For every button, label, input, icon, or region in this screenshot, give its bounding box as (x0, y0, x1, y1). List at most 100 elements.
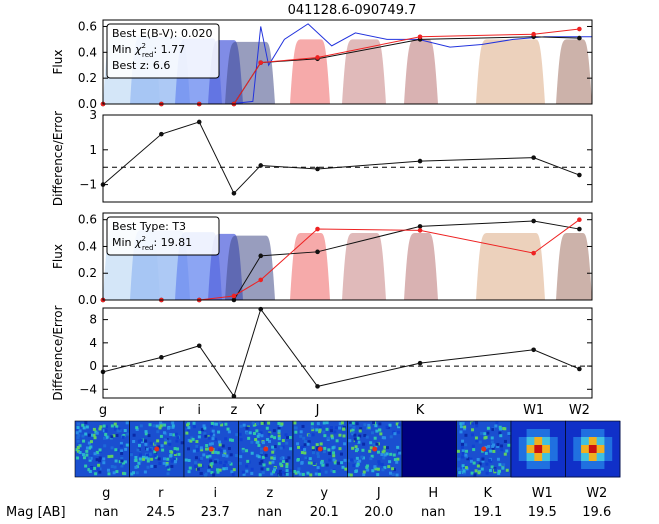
cutout-pixel (588, 429, 598, 438)
cutout-noise (373, 436, 377, 440)
cutout-noise (175, 439, 179, 443)
cutout-noise (195, 444, 199, 448)
cutout-noise (474, 436, 478, 440)
cutout-pixel (573, 469, 582, 478)
cutout-noise (122, 433, 126, 437)
cutout-y (292, 420, 348, 478)
cutout-noise (362, 442, 366, 446)
cutout-pixel (604, 437, 613, 446)
cutout-noise (104, 432, 108, 436)
cutout-noise (372, 421, 376, 425)
cutout-noise (218, 468, 222, 472)
cutout-pixel (573, 453, 582, 462)
filter-name: W2 (586, 486, 607, 501)
cutout-noise (194, 456, 198, 460)
cutout-noise (311, 451, 315, 455)
cutout-noise (148, 448, 152, 452)
cutout-noise (97, 463, 101, 467)
cutout-noise (239, 438, 243, 442)
cutout-noise (264, 453, 268, 457)
cutout-noise (214, 437, 218, 441)
cutout-noise (296, 470, 300, 474)
cutout-pixel (612, 429, 621, 438)
cutout-noise (309, 473, 313, 477)
cutout-noise (466, 457, 470, 461)
observed-point (258, 253, 264, 259)
cutout-noise (124, 447, 128, 451)
cutout-noise (192, 421, 196, 425)
cutout-pixel (526, 437, 535, 446)
cutout-pixel (581, 429, 590, 438)
residual-point (577, 366, 582, 372)
cutout-noise (460, 455, 464, 459)
cutout-noise (503, 452, 507, 456)
cutout-pixel (542, 445, 551, 454)
cutout-noise (487, 444, 491, 448)
cutout-noise (123, 472, 127, 476)
cutout-noise (463, 425, 467, 429)
cutout-noise (208, 454, 212, 458)
cutout-source (317, 446, 323, 452)
cutout-pixel (534, 429, 543, 438)
cutout-noise (378, 422, 382, 426)
cutout-pixel (612, 453, 621, 462)
cutout-noise (98, 467, 102, 471)
cutout-noise (376, 467, 380, 471)
band-label: r (159, 403, 165, 418)
cutout-noise (475, 421, 479, 425)
cutout-noise (386, 446, 390, 450)
cutout-noise (260, 467, 264, 471)
cutout-noise (277, 427, 281, 431)
cutout-noise (281, 470, 285, 474)
cutout-pixel (604, 445, 613, 454)
cutout-frame (565, 420, 621, 478)
cutout-noise (372, 442, 376, 446)
cutout-noise (222, 467, 226, 471)
cutout-g (74, 420, 130, 478)
cutout-noise (388, 471, 392, 475)
cutout-noise (470, 471, 474, 475)
cutout-noise (235, 433, 239, 437)
cutout-pixel (549, 453, 559, 462)
cutout-noise (277, 437, 281, 441)
cutout-noise (354, 445, 358, 449)
cutout-noise (316, 455, 320, 459)
cutout-noise (253, 422, 257, 426)
cutout-noise (287, 456, 291, 460)
cutout-pixel (573, 461, 582, 470)
cutout-noise (191, 437, 195, 441)
cutout-pixel (588, 461, 598, 470)
cutout-noise (224, 460, 228, 464)
cutout-noise (383, 453, 387, 457)
cutout-noise (356, 460, 360, 464)
cutout-noise (461, 421, 465, 425)
cutout-pixel (518, 445, 528, 454)
cutout-noise (123, 460, 127, 464)
model-point (258, 60, 264, 65)
cutout-noise (312, 461, 316, 465)
cutout-noise (250, 471, 254, 475)
cutout-noise (267, 432, 271, 436)
cutout-noise (271, 470, 275, 474)
cutout-noise (168, 439, 172, 443)
cutout-pixel (557, 469, 566, 478)
cutout-noise (156, 439, 160, 443)
cutout-noise (104, 425, 108, 429)
cutout-noise (106, 468, 110, 472)
cutout-noise (227, 460, 231, 464)
cutout-noise (85, 453, 89, 457)
cutout-noise (309, 461, 313, 465)
cutout-noise (254, 438, 258, 442)
cutout-noise (224, 422, 228, 426)
cutout-noise (192, 425, 196, 429)
cutout-noise (498, 463, 502, 467)
cutout-noise (367, 423, 371, 427)
cutout-noise (245, 449, 249, 453)
cutout-noise (344, 467, 348, 471)
cutout-noise (95, 458, 99, 462)
cutout-noise (203, 426, 207, 430)
cutout-noise (347, 473, 351, 477)
cutout-noise (185, 423, 189, 427)
cutout-noise (464, 453, 468, 457)
cutout-noise (94, 472, 98, 476)
